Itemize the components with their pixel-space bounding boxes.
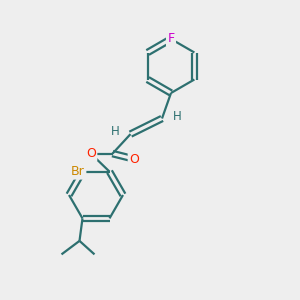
Text: O: O [86, 147, 96, 160]
Text: Br: Br [71, 165, 85, 178]
Text: F: F [167, 32, 175, 46]
Text: H: H [173, 110, 182, 123]
Text: O: O [129, 152, 139, 166]
Text: H: H [110, 125, 119, 138]
